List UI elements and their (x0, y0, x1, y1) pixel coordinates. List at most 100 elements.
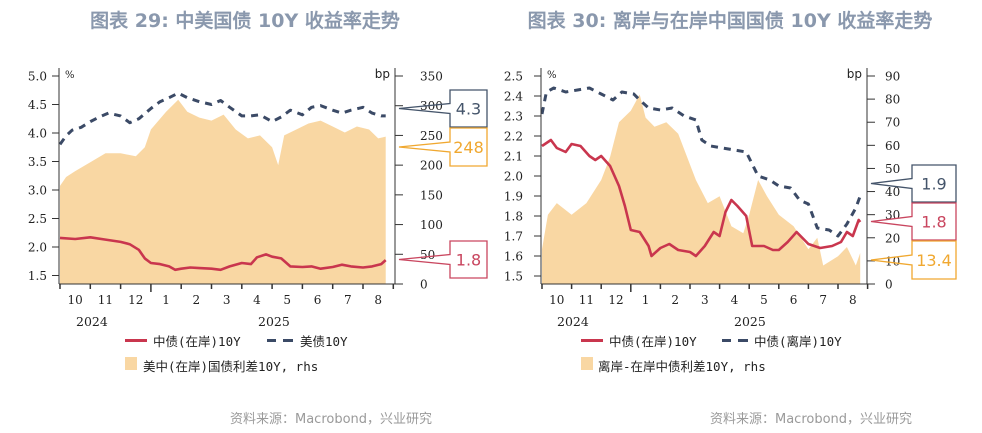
month-label: 8 (374, 293, 382, 307)
left-tick-label: 2.0 (28, 241, 47, 255)
chart-title: 图表 29: 中美国债 10Y 收益率走势 (90, 10, 400, 32)
legend-item: 离岸-在岸中债利差10Y, rhs (598, 359, 766, 374)
month-label: 11 (98, 293, 113, 307)
left-tick-label: 3.0 (28, 184, 47, 198)
right-tick-label: 50 (420, 248, 435, 262)
legend-item: 中债(在岸)10Y (609, 334, 697, 349)
left-tick-label: 2.4 (504, 90, 523, 104)
left-tick-label: 4.0 (28, 127, 47, 141)
year-label: 2025 (258, 314, 290, 329)
onshore-yield-line (541, 138, 862, 258)
month-label: 6 (790, 293, 798, 307)
month-label: 4 (731, 293, 739, 307)
month-label: 3 (701, 293, 709, 307)
month-label: 4 (253, 293, 261, 307)
source-note: 资料来源：Macrobond，兴业研究 (230, 412, 433, 427)
month-label: 7 (819, 293, 827, 307)
callout-value: 4.3 (456, 100, 481, 119)
month-label: 10 (68, 293, 83, 307)
callout-value: 1.8 (921, 213, 946, 232)
left-tick-label: 1.9 (504, 190, 523, 204)
month-label: 11 (579, 293, 594, 307)
callout-value: 13.4 (916, 251, 952, 270)
month-label: 8 (849, 293, 857, 307)
dashed-yield-line (58, 91, 386, 146)
left-tick-label: 1.5 (28, 269, 47, 283)
right-tick-label: 40 (885, 185, 900, 199)
left-tick-label: 2.3 (504, 110, 523, 124)
left-tick-label: 1.6 (504, 250, 523, 264)
right-tick-label: 70 (885, 116, 900, 130)
callout-value: 248 (453, 138, 484, 157)
month-label: 12 (128, 293, 143, 307)
legend-item: 中债(离岸)10Y (754, 334, 842, 349)
right-unit-label: bp (375, 67, 390, 81)
legend-swatch-line (581, 339, 603, 342)
source-note: 资料来源：Macrobond，兴业研究 (710, 412, 913, 427)
left-tick-label: 1.5 (504, 270, 523, 284)
month-label: 7 (344, 293, 352, 307)
value-callout (870, 240, 957, 280)
month-label: 5 (283, 293, 291, 307)
left-unit-label: % (547, 70, 557, 81)
legend-item: 美债10Y (300, 334, 348, 349)
onshore-yield-line (59, 236, 387, 272)
legend-swatch-area (125, 357, 137, 370)
year-label: 2025 (734, 314, 766, 329)
left-tick-label: 3.5 (28, 155, 47, 169)
right-tick-label: 50 (885, 162, 900, 176)
right-tick-label: 300 (420, 99, 443, 113)
right-tick-label: 90 (885, 70, 900, 84)
value-callout (870, 202, 957, 241)
spread-area (542, 94, 861, 284)
month-label: 2 (671, 293, 679, 307)
right-tick-label: 100 (420, 218, 443, 232)
chart-2: 2.52.42.32.22.12.01.91.81.71.61.59080706… (504, 67, 957, 307)
right-tick-label: 20 (885, 231, 900, 245)
left-tick-label: 2.0 (504, 170, 523, 184)
right-tick-label: 200 (420, 159, 443, 173)
right-tick-label: 60 (885, 139, 900, 153)
right-tick-label: 250 (420, 129, 443, 143)
left-tick-label: 1.7 (504, 230, 523, 244)
left-tick-label: 1.8 (504, 210, 523, 224)
month-label: 1 (642, 293, 650, 307)
callout-value: 1.8 (456, 251, 481, 270)
right-tick-label: 150 (420, 188, 443, 202)
right-tick-label: 0 (885, 278, 893, 292)
month-label: 6 (314, 293, 322, 307)
callout-value: 1.9 (921, 175, 946, 194)
right-tick-label: 80 (885, 93, 900, 107)
legend-swatch-area (581, 357, 593, 370)
month-label: 3 (223, 293, 231, 307)
year-label: 2024 (76, 314, 108, 329)
left-tick-label: 2.5 (28, 212, 47, 226)
right-tick-label: 0 (420, 278, 428, 292)
legend-item: 美中(在岸)国债利差10Y, rhs (143, 359, 319, 374)
value-callout (398, 127, 488, 167)
chart-title: 图表 30: 离岸与在岸中国国债 10Y 收益率走势 (527, 10, 933, 32)
value-callout (870, 164, 957, 203)
value-callout (398, 240, 488, 279)
month-label: 1 (162, 293, 170, 307)
legend-swatch-dash (267, 339, 293, 342)
month-label: 5 (760, 293, 768, 307)
legend-swatch-line (125, 339, 147, 342)
year-label: 2024 (557, 314, 589, 329)
legend-item: 中债(在岸)10Y (153, 334, 241, 349)
chart-1: 5.04.54.03.53.02.52.01.53503002502001501… (28, 67, 488, 307)
left-unit-label: % (65, 70, 75, 81)
dashed-yield-line (540, 86, 862, 238)
spread-area (60, 99, 386, 284)
month-label: 2 (193, 293, 201, 307)
left-tick-label: 2.1 (504, 150, 523, 164)
right-unit-label: bp (847, 67, 862, 81)
left-tick-label: 2.2 (504, 130, 523, 144)
left-tick-label: 4.5 (28, 98, 47, 112)
left-tick-label: 5.0 (28, 70, 47, 84)
left-tick-label: 2.5 (504, 70, 523, 84)
month-label: 12 (608, 293, 623, 307)
legend-swatch-dash (722, 339, 748, 342)
